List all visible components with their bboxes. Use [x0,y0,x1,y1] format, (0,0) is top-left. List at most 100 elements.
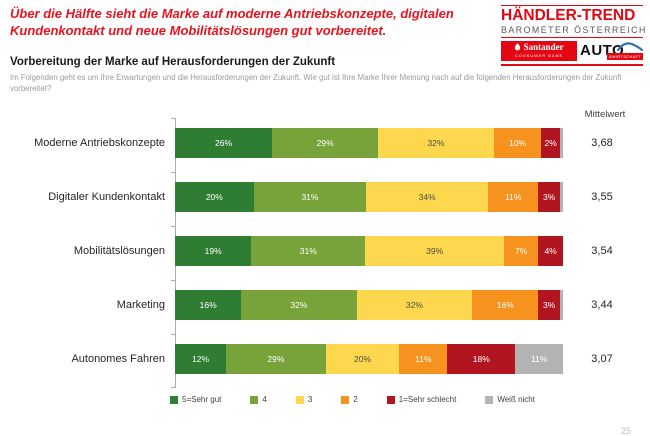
bar-segment: 32% [356,290,473,320]
legend-item: 3 [295,395,313,404]
legend-swatch-icon [295,395,304,404]
legend-item: Weiß nicht [485,395,535,404]
segment-value-label: 26% [214,138,232,148]
legend-swatch-icon [250,395,259,404]
axis-tick [171,387,175,388]
slide-title: Über die Hälfte sieht die Marke auf mode… [10,6,454,38]
bar-segment: 31% [253,182,367,212]
bar-segment: 39% [365,236,505,266]
bar-segment: 7% [504,236,539,266]
mittelwert-column-header: Mittelwert [584,109,626,120]
legend-item: 5=Sehr gut [170,395,221,404]
segment-value-label: 20% [205,192,223,202]
segment-value-label: 2% [544,138,557,148]
legend-label: 3 [307,395,313,404]
segment-value-label: 29% [267,354,285,364]
legend-label: 2 [353,395,358,404]
category-label: Digitaler Kundenkontakt [48,191,165,203]
bar-segment: 19% [175,236,252,266]
segment-value-label: 11% [505,192,522,202]
car-silhouette-icon [616,40,644,58]
mittelwert-value: 3,54 [591,245,613,257]
bar-segment: 3% [538,182,560,212]
segment-value-label: 4% [544,246,557,256]
bar-segment: 16% [472,290,539,320]
segment-value-label: 32% [290,300,308,310]
segment-value-label: 11% [530,354,548,364]
axis-tick [171,334,175,335]
axis-tick [171,172,175,173]
legend-swatch-icon [170,395,178,404]
bar-segment [559,182,563,212]
legend-label: 5=Sehr gut [182,395,222,404]
mittelwert-value: 3,07 [591,353,613,365]
bar-segment: 2% [541,128,560,158]
legend-item: 2 [341,395,358,404]
stacked-bar: 26% 29% 32% 10% 2% [175,128,563,158]
legend-item: 1=Sehr schlecht [386,395,456,404]
legend-swatch-icon [386,395,395,404]
axis-tick [171,226,175,227]
chart-row: Digitaler Kundenkontakt 20% 31% 34% 11% 3% 3,5… [0,170,650,224]
bar-segment: 10% [493,128,542,158]
bar-segment: 32% [378,128,494,158]
logo-rule-top [501,5,643,6]
legend-label: 4 [262,395,267,404]
category-label: Moderne Antriebskonzepte [34,137,165,149]
axis-tick [171,118,175,119]
chart-row: Marketing 16% 32% 32% 16% 3% 3,44 [0,278,650,332]
santander-logo: Santander CONSUMER BANK [501,41,577,62]
segment-value-label: 11% [415,354,432,364]
bar-segment: 26% [175,128,272,158]
bar-segment: 18% [447,344,516,374]
chart-row: Mobilitätslösungen 19% 31% 39% 7% 4% 3,54 [0,224,650,278]
segment-value-label: 3% [543,192,556,202]
bar-segment: 12% [175,344,227,374]
stacked-bar: 12% 29% 20% 11% 18% 11% [175,344,564,374]
segment-value-label: 12% [192,354,210,364]
bar-segment: 3% [538,290,560,320]
mittelwert-value: 3,44 [591,299,613,311]
chart-description: Im Folgenden geht es um Ihre Erwartungen… [10,73,622,94]
segment-value-label: 10% [509,138,527,148]
stacked-bar: 19% 31% 39% 7% 4% [175,236,563,266]
auto-badge: &WIRTSCHAFT [606,53,643,61]
segment-value-label: 16% [496,300,514,310]
legend: 5=Sehr gut 4 3 2 1=Sehr schlecht Weiß nicht [170,395,535,404]
auto-wirtschaft-logo: AUTO &WIRTSCHAFT [580,40,644,61]
segment-value-label: 19% [204,246,222,256]
segment-value-label: 31% [301,192,319,202]
bar-segment: 32% [241,290,357,320]
bar-segment: 20% [325,344,400,374]
chart-row: Autonomes Fahren 12% 29% 20% 11% 18% 11% 3,07 [0,332,650,386]
bar-segment: 11% [515,344,564,374]
legend-label: Weiß nicht [497,395,535,404]
santander-name: Santander [523,42,564,53]
legend-item: 4 [250,395,267,404]
segment-value-label: 31% [299,246,317,256]
bar-segment [559,290,563,320]
bar-segment: 31% [251,236,366,266]
legend-swatch-icon [485,395,494,404]
axis-tick [171,280,175,281]
bar-segment: 16% [175,290,242,320]
logo-rule-middle [501,37,643,39]
segment-value-label: 18% [472,354,490,364]
bar-segment: 20% [175,182,254,212]
segment-value-label: 7% [514,246,528,256]
stacked-bar: 20% 31% 34% 11% 3% [175,182,563,212]
category-label: Mobilitätslösungen [73,245,165,257]
bar-segment [559,128,563,158]
category-label: Autonomes Fahren [71,353,165,365]
bar-segment: 34% [366,182,489,212]
segment-value-label: 16% [199,300,217,310]
segment-value-label: 34% [418,192,436,202]
stacked-bar: 16% 32% 32% 16% 3% [175,290,563,320]
segment-value-label: 29% [316,138,334,148]
chart-heading: Vorbereitung der Marke auf Herausforderu… [10,56,336,68]
partner-logos: Santander CONSUMER BANK AUTO &WIRTSCHAFT [501,40,644,62]
brand-logo-block: HÄNDLER-TREND BAROMETER ÖSTERREICH Santa… [501,5,645,67]
legend-swatch-icon [341,395,350,404]
segment-value-label: 20% [354,354,372,364]
bar-segment: 11% [399,344,448,374]
